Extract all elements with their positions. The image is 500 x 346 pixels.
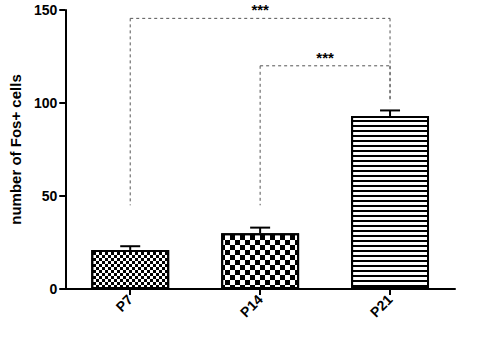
svg-text:P14: P14 [237, 291, 266, 320]
svg-text:100: 100 [34, 95, 58, 111]
svg-text:50: 50 [42, 188, 58, 204]
svg-text:***: *** [251, 1, 269, 18]
svg-text:P21: P21 [367, 291, 396, 320]
svg-text:P7: P7 [112, 291, 136, 315]
svg-text:0: 0 [49, 281, 57, 297]
svg-text:***: *** [316, 49, 334, 66]
svg-text:150: 150 [34, 2, 58, 18]
svg-text:number of Fos+ cells: number of Fos+ cells [7, 74, 24, 224]
